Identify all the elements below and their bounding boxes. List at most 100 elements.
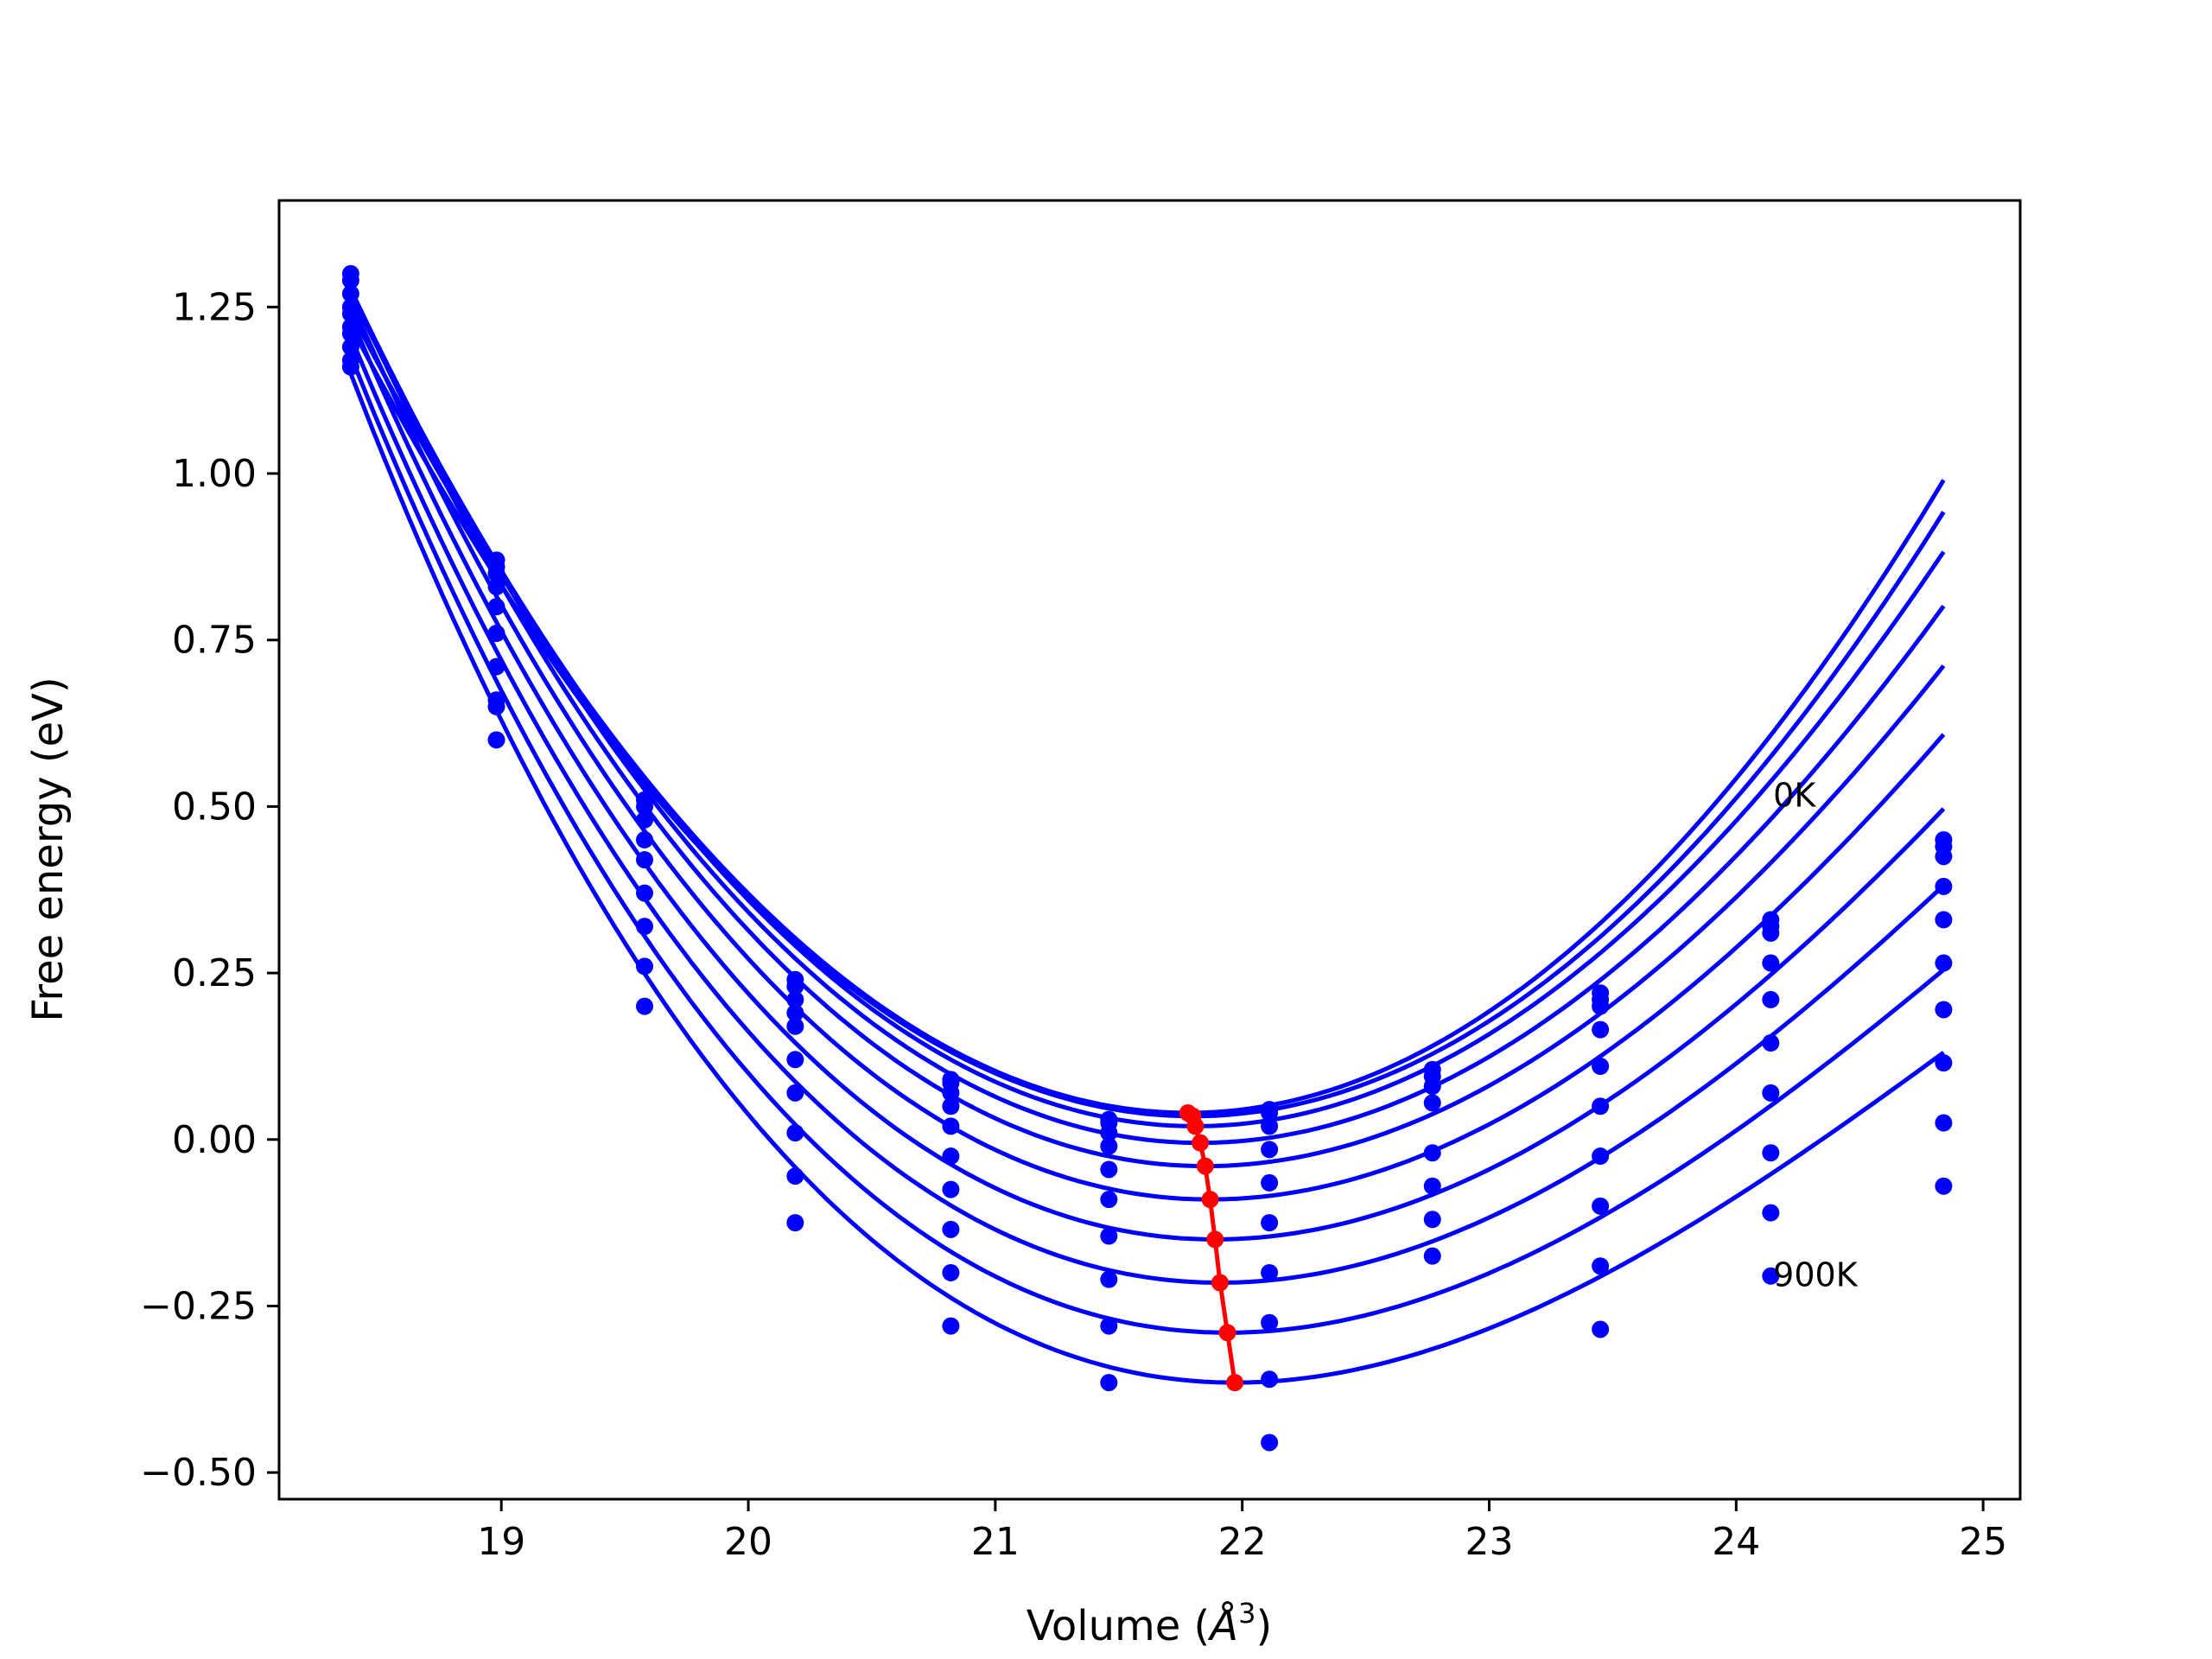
x-tick-label: 24 [1712,1520,1760,1564]
fit-curve-2 [348,293,1946,1128]
data-point [1100,1374,1118,1392]
data-point [1592,1257,1610,1275]
data-point [942,1317,960,1335]
data-point [786,1017,804,1035]
data-point [341,271,359,289]
data-point [1592,997,1610,1015]
minima-path [1186,1110,1237,1383]
x-axis-ticks: 19 20 21 22 23 24 25 [477,1499,2007,1564]
data-point [636,884,654,902]
data-point [636,851,654,869]
data-point [1762,990,1780,1008]
y-tick-label: 0.50 [172,785,257,829]
y-tick-label: −0.50 [140,1451,257,1495]
data-point [487,598,505,616]
data-point [487,658,505,676]
data-point [942,1180,960,1198]
data-point [1592,1320,1610,1338]
data-point [1261,1103,1279,1122]
x-axis-label: Volume (Å3) [1027,1597,1272,1650]
data-point [636,957,654,976]
plot-frame [277,199,2022,1501]
data-point [786,1004,804,1022]
data-point [1100,1137,1118,1155]
fit-curve-9 [348,372,1945,1385]
y-tick-label: 0.75 [172,619,257,663]
minimum-point [1201,1191,1219,1209]
data-point [487,731,505,749]
data-point [1762,1084,1780,1102]
y-tick-label: −0.25 [140,1284,257,1328]
minimum-point [1226,1374,1244,1392]
data-point [786,1167,804,1185]
data-point [341,325,359,343]
minimum-point [1196,1157,1214,1175]
x-tick-label: 25 [1959,1520,2007,1564]
data-point [1100,1191,1118,1209]
data-point [1100,1270,1118,1288]
minimum-point [1192,1134,1210,1152]
data-point [636,997,654,1015]
fit-curve-5 [348,300,1946,1202]
data-point [1592,1058,1610,1075]
data-point [942,1220,960,1238]
fit-curve-7 [348,335,1946,1286]
data-point [1935,1001,1953,1019]
data-point [1592,1020,1610,1039]
fit-curve-4 [348,289,1946,1169]
minimum-point [1218,1324,1236,1342]
data-point [1423,1094,1441,1112]
data-point [1762,1267,1780,1285]
data-point [636,810,654,829]
data-point [1935,1177,1953,1195]
data-point [1423,1144,1441,1162]
data-point [1261,1214,1279,1232]
data-point [786,1084,804,1102]
data-point [1261,1263,1279,1281]
data-point [1261,1141,1279,1159]
data-point [1592,1197,1610,1215]
fit-curve-6 [348,316,1946,1242]
fit-curves [348,288,1946,1385]
x-tick-label: 20 [724,1520,772,1564]
annotations: 0K 900K [1773,776,1859,1294]
minimum-point [1186,1117,1205,1135]
data-point [1100,1227,1118,1245]
data-point [1261,1313,1279,1332]
data-point [1100,1317,1118,1335]
data-point [1762,1204,1780,1222]
data-point [487,578,505,596]
data-point [487,625,505,642]
data-point [487,697,505,715]
minima-line [1179,1103,1244,1392]
data-point [1935,911,1953,929]
data-point [1592,1147,1610,1166]
data-point [636,918,654,936]
data-point [1762,1144,1780,1162]
y-tick-label: 1.25 [172,285,257,329]
data-point [636,798,654,816]
annotation-label: 0K [1773,776,1816,814]
minimum-point [1211,1274,1229,1292]
y-tick-label: 0.25 [172,951,257,995]
data-point [1261,1433,1279,1452]
data-point [1935,848,1953,866]
x-tick-label: 23 [1465,1520,1513,1564]
minimum-point [1206,1230,1224,1249]
data-point [341,358,359,376]
y-tick-label: 0.00 [172,1118,257,1162]
x-tick-label: 21 [971,1520,1020,1564]
data-point [942,1263,960,1281]
data-point [786,1124,804,1142]
data-point [1423,1077,1441,1096]
data-point [341,284,359,302]
data-point [1762,924,1780,942]
data-point [1423,1247,1441,1265]
x-tick-label: 22 [1218,1520,1267,1564]
fit-curve-8 [348,354,1945,1335]
data-point [1935,1054,1953,1072]
data-point [1100,1160,1118,1179]
data-point [1762,954,1780,972]
data-point [487,564,505,582]
data-point [341,305,359,323]
